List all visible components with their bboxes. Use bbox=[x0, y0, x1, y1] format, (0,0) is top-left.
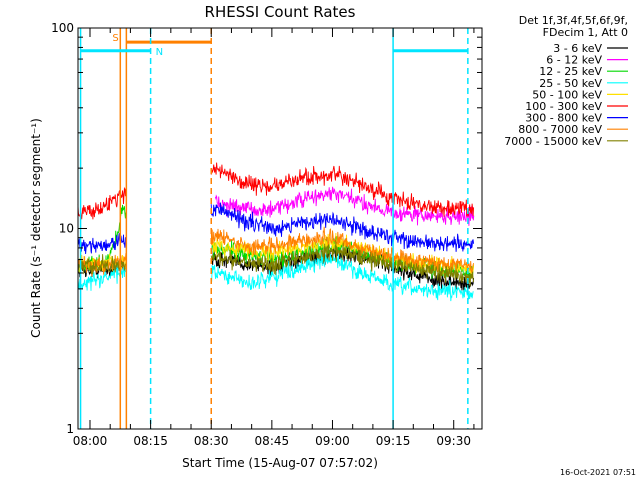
marker-label-s: S bbox=[112, 33, 118, 44]
legend-entry-label: 25 - 50 keV bbox=[539, 77, 602, 90]
legend-entry-label: 12 - 25 keV bbox=[539, 65, 602, 78]
series-line-4 bbox=[77, 252, 474, 302]
x-axis-label: Start Time (15-Aug-07 07:57:02) bbox=[182, 456, 378, 470]
x-tick-label: 08:15 bbox=[133, 434, 168, 448]
legend-entry-label: 800 - 7000 keV bbox=[518, 123, 602, 136]
legend: Det 1f,3f,4f,5f,6f,9f, FDecim 1, Att 0 3… bbox=[504, 14, 628, 148]
x-tick-label: 09:15 bbox=[376, 434, 411, 448]
legend-entry-label: 50 - 100 keV bbox=[532, 88, 602, 101]
legend-entry-label: 300 - 800 keV bbox=[525, 112, 602, 125]
x-tick-label: 09:00 bbox=[315, 434, 350, 448]
legend-entry-label: 7000 - 15000 keV bbox=[504, 135, 602, 148]
x-tick-label: 09:30 bbox=[436, 434, 471, 448]
y-tick-label: 100 bbox=[51, 21, 74, 35]
x-axis-ticks: 08:00 08:15 08:30 08:45 09:00 09:15 09:30 bbox=[73, 28, 475, 448]
x-tick-label: 08:00 bbox=[73, 434, 108, 448]
y-axis-ticks: 1 10 100 bbox=[51, 21, 482, 436]
legend-entry-label: 100 - 300 keV bbox=[525, 100, 602, 113]
legend-header-line-1: Det 1f,3f,4f,5f,6f,9f, bbox=[519, 14, 628, 27]
x-tick-label: 08:45 bbox=[255, 434, 290, 448]
y-tick-label: 1 bbox=[66, 422, 74, 436]
chart-title: RHESSI Count Rates bbox=[205, 3, 356, 21]
series-line-7 bbox=[77, 202, 475, 255]
legend-header-line-2: FDecim 1, Att 0 bbox=[543, 26, 628, 39]
series-line-6 bbox=[77, 162, 475, 220]
y-tick-label: 10 bbox=[59, 222, 74, 236]
y-axis-label: Count Rate (s⁻¹ detector segment⁻¹) bbox=[29, 118, 43, 338]
series-layer bbox=[77, 162, 475, 302]
series-line-2 bbox=[214, 186, 475, 226]
series-line-9 bbox=[77, 239, 475, 287]
marker-label-n: N bbox=[156, 47, 163, 58]
x-tick-label: 08:30 bbox=[194, 434, 229, 448]
legend-entry-label: 3 - 6 keV bbox=[553, 42, 602, 55]
legend-entry-label: 6 - 12 keV bbox=[546, 54, 602, 67]
footer-timestamp: 16-Oct-2021 07:51 bbox=[560, 468, 636, 477]
